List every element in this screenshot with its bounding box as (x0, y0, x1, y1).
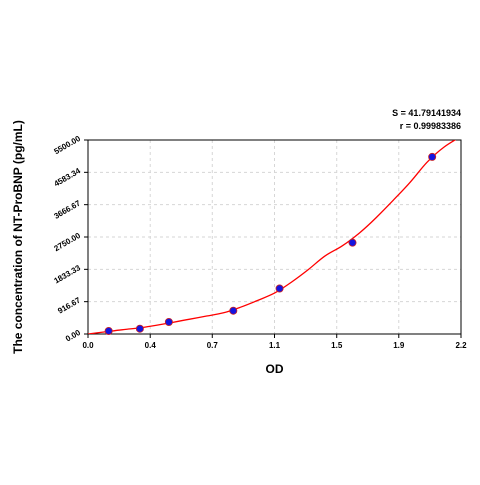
y-tick-label: 1833.33 (52, 263, 82, 286)
data-point (135, 324, 144, 333)
fit-curve-layer (88, 140, 457, 334)
data-point (348, 238, 357, 247)
data-points (104, 152, 437, 336)
axes (84, 139, 462, 338)
x-tick-label: 0.4 (145, 341, 157, 350)
stat-annotation-s: S = 41.79141934 (392, 108, 461, 118)
x-tick-label: 0.0 (82, 341, 94, 350)
data-point (104, 327, 113, 336)
y-tick-label: 916.67 (56, 295, 82, 315)
x-tick-label: 0.7 (207, 341, 219, 350)
data-point (275, 284, 284, 293)
fit-curve (88, 140, 457, 334)
x-tick-label: 1.1 (269, 341, 281, 350)
stat-annotation-r: r = 0.99983386 (400, 121, 461, 131)
x-tick-label: 1.5 (331, 341, 343, 350)
data-point (229, 306, 238, 315)
y-tick-label: 0.00 (64, 328, 82, 344)
x-tick-label: 1.9 (393, 341, 405, 350)
data-point (428, 152, 437, 161)
grid (88, 140, 461, 334)
x-axis-title: OD (266, 362, 284, 376)
y-tick-label: 5500.00 (52, 134, 82, 157)
data-point (164, 318, 173, 327)
y-axis-title: The concentration of NT-ProBNP (pg/mL) (11, 120, 25, 354)
y-tick-label: 2750.00 (52, 231, 82, 254)
y-tick-label: 4583.34 (52, 166, 82, 189)
y-tick-label: 3666.67 (52, 198, 82, 221)
x-tick-label: 2.2 (455, 341, 467, 350)
